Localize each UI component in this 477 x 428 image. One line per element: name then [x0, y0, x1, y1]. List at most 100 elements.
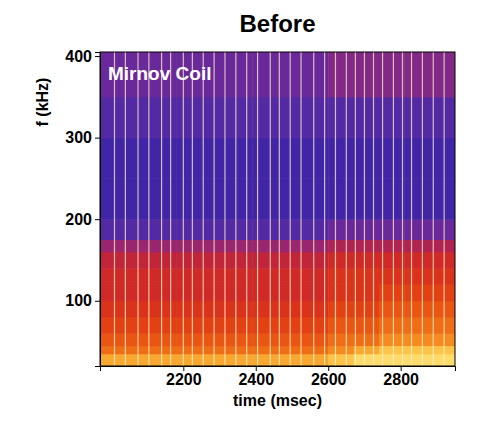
- tick: 2800: [383, 366, 419, 388]
- heatmap-cell: [252, 346, 278, 355]
- heatmap-cell: [404, 354, 430, 366]
- heatmap-cell: [252, 240, 278, 253]
- heatmap-cell: [354, 219, 380, 240]
- heatmap-cell: [100, 333, 126, 346]
- heatmap-cell: [328, 317, 354, 334]
- heatmap-cell: [354, 354, 380, 366]
- heatmap-cell: [354, 333, 380, 346]
- tick-label: 100: [65, 292, 92, 309]
- heatmap-cell: [328, 346, 354, 355]
- tick: 2400: [238, 366, 274, 388]
- heatmap-cell: [100, 240, 126, 253]
- heatmap-cell: [354, 252, 380, 269]
- heatmap-cell: [252, 354, 278, 366]
- tick-mark: [328, 366, 329, 371]
- burst-line: [364, 52, 365, 366]
- heatmap-cell: [100, 317, 126, 334]
- heatmap-cell: [100, 97, 126, 138]
- heatmap-cell: [100, 178, 126, 219]
- burst-line: [270, 52, 271, 366]
- heatmap-cell: [151, 252, 177, 269]
- heatmap-cell: [151, 354, 177, 366]
- burst-line: [433, 52, 434, 366]
- burst-line: [393, 52, 394, 366]
- heatmap-cell: [100, 284, 126, 301]
- burst-line: [355, 52, 356, 366]
- heatmap-cell: [404, 317, 430, 334]
- heatmap-cell: [252, 333, 278, 346]
- x-axis-title: time (msec): [233, 392, 322, 409]
- burst-line: [114, 52, 115, 366]
- heatmap-cell: [100, 301, 126, 318]
- heatmap-cell: [227, 346, 253, 355]
- heatmap-cell: [100, 346, 126, 355]
- burst-line: [246, 52, 247, 366]
- heatmap-cell: [227, 268, 253, 285]
- heatmap-cell: [176, 268, 202, 285]
- burst-line: [235, 52, 236, 366]
- heatmap-cell: [227, 301, 253, 318]
- tick: 300: [65, 129, 100, 146]
- tick-label: 300: [65, 129, 92, 146]
- burst-line: [290, 52, 291, 366]
- heatmap-cell: [227, 97, 253, 138]
- burst-line: [137, 52, 138, 366]
- heatmap-cell: [252, 268, 278, 285]
- heatmap-cell: [151, 219, 177, 240]
- tick-mark: [183, 366, 184, 371]
- heatmap-cell: [227, 333, 253, 346]
- burst-line: [373, 52, 374, 366]
- heatmap-cell: [404, 252, 430, 269]
- heatmap-cell: [176, 301, 202, 318]
- tick-label: 2400: [238, 371, 274, 388]
- heatmap-cell: [151, 97, 177, 138]
- heatmap-cell: [404, 346, 430, 355]
- heatmap-cell: [328, 240, 354, 253]
- heatmap-cell: [328, 52, 354, 97]
- heatmap-cell: [176, 138, 202, 179]
- heatmap-cell: [252, 284, 278, 301]
- heatmap-cell: [100, 354, 126, 366]
- heatmap-cell: [354, 346, 380, 355]
- heatmap-cell: [176, 354, 202, 366]
- heatmap-cell: [176, 240, 202, 253]
- heatmap-cell: [354, 240, 380, 253]
- heatmap-cell: [151, 317, 177, 334]
- heatmap-cell: [100, 252, 126, 269]
- heatmap-cell: [176, 252, 202, 269]
- heatmap-cell: [227, 284, 253, 301]
- heatmap-cell: [404, 178, 430, 219]
- heatmap-cell: [227, 138, 253, 179]
- heatmap-cell: [328, 219, 354, 240]
- tick-label: 2200: [166, 371, 202, 388]
- tick-mark: [95, 301, 100, 302]
- heatmap-cell: [252, 97, 278, 138]
- burst-line: [402, 52, 403, 366]
- heatmap-cell: [227, 219, 253, 240]
- heatmap-cell: [328, 268, 354, 285]
- heatmap-cell: [354, 284, 380, 301]
- heatmap-cell: [227, 317, 253, 334]
- tick-mark: [95, 138, 100, 139]
- burst-line: [279, 52, 280, 366]
- heatmap-cell: [100, 219, 126, 240]
- burst-line: [192, 52, 193, 366]
- burst-line: [257, 52, 258, 366]
- burst-line: [161, 52, 162, 366]
- heatmap-cell: [354, 268, 380, 285]
- y-axis: 100200300400: [65, 48, 100, 367]
- heatmap-cell: [176, 317, 202, 334]
- heatmap-cell: [176, 97, 202, 138]
- burst-line: [148, 52, 149, 366]
- heatmap-cell: [176, 219, 202, 240]
- tick: 2200: [166, 366, 202, 388]
- heatmap-cell: [354, 317, 380, 334]
- heatmap-cell: [328, 284, 354, 301]
- heatmap-cell: [176, 333, 202, 346]
- heatmap-cell: [151, 346, 177, 355]
- heatmap-cell: [252, 301, 278, 318]
- heatmap-cell: [328, 354, 354, 366]
- burst-line: [346, 52, 347, 366]
- heatmap-cell: [176, 346, 202, 355]
- heatmap-cell: [227, 354, 253, 366]
